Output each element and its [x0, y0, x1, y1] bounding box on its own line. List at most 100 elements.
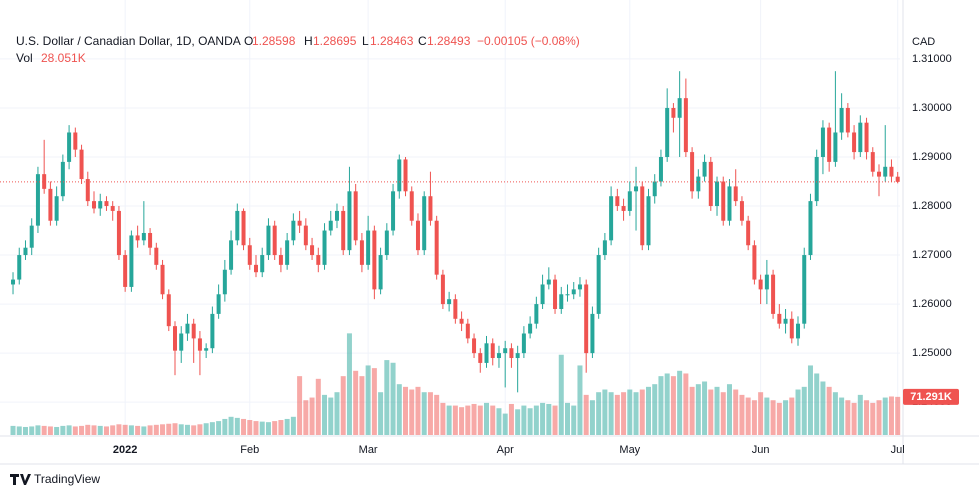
volume-bar	[216, 421, 222, 435]
candle-body	[665, 107, 670, 157]
volume-bar	[322, 394, 328, 435]
candle-body	[11, 279, 16, 285]
candle-layer	[0, 71, 900, 393]
candle-body	[204, 348, 209, 351]
candle-body	[29, 225, 34, 248]
candle-body	[79, 149, 84, 180]
volume-bar	[41, 425, 47, 435]
candle-body	[391, 191, 396, 231]
volume-bar	[471, 403, 477, 435]
volume-bar	[571, 405, 577, 435]
volume-bar	[521, 405, 527, 435]
volume-bar	[172, 423, 178, 435]
x-tick-label: May	[619, 444, 640, 456]
volume-bar	[452, 405, 458, 435]
candle-body	[235, 210, 240, 241]
volume-bar	[695, 384, 701, 435]
volume-bar	[702, 381, 708, 435]
volume-bar	[645, 386, 651, 435]
volume-bar	[484, 402, 490, 435]
volume-bar	[184, 424, 190, 435]
volume-bar	[272, 421, 278, 435]
candle-body	[359, 240, 364, 265]
volume-bar	[783, 400, 789, 435]
ohlc-value: 1.28695	[313, 34, 357, 48]
candle-body	[683, 98, 688, 153]
candle-body	[490, 343, 495, 359]
candle-body	[571, 289, 576, 295]
volume-bar	[346, 333, 352, 435]
volume-bar	[241, 418, 247, 435]
volume-bar	[284, 418, 290, 435]
volume-bar	[297, 376, 303, 435]
candle-body	[85, 179, 90, 202]
candle-body	[553, 279, 558, 309]
candle-body	[777, 313, 782, 324]
candle-body	[67, 132, 72, 162]
candle-body	[366, 230, 371, 265]
candle-body	[104, 201, 109, 207]
y-tick-label: 1.30000	[912, 102, 952, 114]
volume-bar	[340, 376, 346, 435]
volume-bar	[178, 424, 184, 435]
volume-bar	[191, 425, 197, 435]
candle-body	[577, 284, 582, 290]
volume-bar	[633, 392, 639, 435]
volume-bar	[608, 392, 614, 435]
volume-bar	[421, 392, 427, 435]
volume-bar	[739, 394, 745, 435]
candle-body	[858, 122, 863, 153]
volume-bar	[795, 389, 801, 435]
candle-body	[185, 323, 190, 334]
volume-bar	[540, 402, 546, 435]
candle-body	[135, 235, 140, 241]
candle-body	[272, 225, 277, 256]
volume-bar	[776, 402, 782, 435]
x-tick-label: Jul	[891, 444, 905, 456]
candle-body	[727, 186, 732, 221]
volume-bar	[745, 397, 751, 435]
brand-name: TradingView	[34, 472, 100, 486]
candle-body	[197, 338, 202, 351]
candle-body	[415, 220, 420, 251]
volume-bar	[79, 425, 85, 435]
volume-bar	[820, 381, 826, 435]
candle-body	[166, 294, 171, 327]
candle-body	[397, 159, 402, 192]
candle-body	[92, 201, 97, 209]
candle-body	[690, 152, 695, 192]
volume-bar	[91, 425, 97, 435]
candle-body	[160, 264, 165, 295]
candle-body	[627, 191, 632, 211]
candle-body	[98, 201, 103, 209]
volume-bar	[658, 376, 664, 435]
x-tick-label: 2022	[113, 444, 137, 456]
volume-bar	[278, 420, 284, 435]
y-tick-label: 1.31000	[912, 53, 952, 65]
candle-body	[48, 188, 53, 221]
candle-body	[241, 210, 246, 246]
candle-body	[746, 220, 751, 246]
candle-body	[216, 294, 221, 314]
candle-body	[154, 247, 159, 265]
candle-body	[341, 210, 346, 251]
volume-bar	[440, 402, 446, 435]
x-tick-label: Jun	[752, 444, 770, 456]
volume-bar	[733, 389, 739, 435]
volume-bar	[770, 400, 776, 435]
volume-bar	[814, 373, 820, 435]
candle-body	[54, 196, 59, 221]
candle-body	[378, 255, 383, 290]
candle-body	[609, 196, 614, 241]
candle-body	[328, 220, 333, 231]
volume-bar	[54, 426, 60, 435]
volume-bar	[334, 392, 340, 435]
currency-label: CAD	[912, 36, 935, 48]
candle-body	[247, 245, 252, 265]
volume-bar	[409, 389, 415, 435]
candle-body	[447, 299, 452, 305]
x-tick-label: Feb	[240, 444, 259, 456]
volume-bar	[652, 384, 658, 435]
candle-body	[17, 255, 22, 280]
